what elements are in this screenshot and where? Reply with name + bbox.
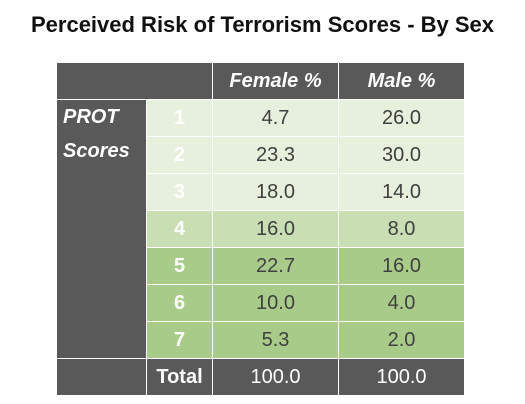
table-cell: 4.7 — [212, 99, 339, 137]
table-cell: 16.0 — [212, 210, 339, 248]
table-cell: 30.0 — [338, 136, 465, 174]
total-cell: 100.0 — [338, 358, 465, 396]
row-group-label-line: Scores — [63, 140, 130, 162]
column-header-male: Male % — [338, 62, 465, 100]
table-row: 5 22.7 16.0 — [57, 247, 465, 285]
total-row-spacer — [56, 358, 147, 396]
table-cell: 26.0 — [338, 99, 465, 137]
chart-title: Perceived Risk of Terrorism Scores - By … — [30, 12, 495, 37]
table-row: PROT Scores 1 4.7 26.0 — [56, 99, 465, 359]
row-group-label-line: PROT — [63, 106, 119, 128]
table-cell: 10.0 — [212, 284, 339, 322]
table-cell: 23.3 — [212, 136, 339, 174]
table-row: 4 16.0 8.0 — [57, 210, 465, 248]
total-label: Total — [146, 358, 213, 396]
table-row: 2 23.3 30.0 — [57, 136, 465, 174]
total-cell: 100.0 — [212, 358, 339, 396]
row-label: 1 — [146, 99, 213, 137]
data-table: Female % Male % PROT Scores 1 4.7 26.0 2 23.3 3… — [56, 62, 465, 396]
row-label: 3 — [146, 173, 213, 211]
table-cell: 2.0 — [338, 321, 465, 359]
column-header-female: Female % — [212, 62, 339, 100]
table-cell: 18.0 — [212, 173, 339, 211]
row-label: 2 — [146, 136, 213, 174]
row-label: 7 — [146, 321, 213, 359]
table-cell: 4.0 — [338, 284, 465, 322]
row-label: 4 — [146, 210, 213, 248]
table-cell: 22.7 — [212, 247, 339, 285]
table-cell: 14.0 — [338, 173, 465, 211]
table-cell: 8.0 — [338, 210, 465, 248]
row-label: 5 — [146, 247, 213, 285]
table-row: 7 5.3 2.0 — [57, 321, 465, 359]
table-cell: 16.0 — [338, 247, 465, 285]
table-row: 3 18.0 14.0 — [57, 173, 465, 211]
row-group-label: PROT Scores — [56, 99, 147, 359]
table-corner — [56, 62, 213, 100]
table-cell: 5.3 — [212, 321, 339, 359]
total-row: Total 100.0 100.0 — [56, 358, 465, 396]
row-label: 6 — [146, 284, 213, 322]
